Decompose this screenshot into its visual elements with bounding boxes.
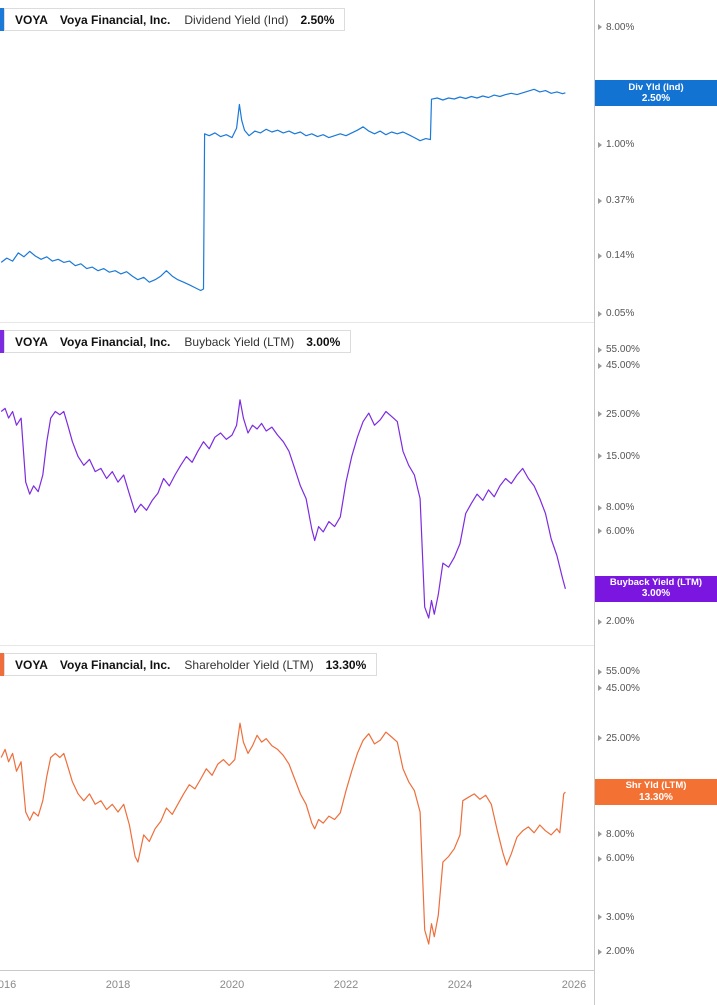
metric-name: Dividend Yield (Ind) bbox=[184, 12, 289, 27]
axis-tick-label: 55.00% bbox=[598, 344, 640, 355]
header-buyback-yield[interactable]: VOYA Voya Financial, Inc. Buyback Yield … bbox=[0, 330, 352, 353]
last-value-badge-buyback-yield: Buyback Yield (LTM) 3.00% bbox=[595, 575, 717, 602]
last-value-badge-shareholder-yield: Shr Yld (LTM) 13.30% bbox=[595, 778, 717, 805]
axis-tick-label: 0.37% bbox=[598, 195, 634, 206]
price-axis[interactable]: Div Yld (Ind) 2.50% Buyback Yield (LTM) … bbox=[594, 0, 717, 1005]
buyback-yield-line-chart[interactable] bbox=[0, 322, 594, 645]
tick-arrow-icon bbox=[598, 453, 602, 460]
metric-name: Buyback Yield (LTM) bbox=[184, 334, 295, 349]
time-axis-label: 2024 bbox=[447, 979, 473, 991]
series-accent-bar bbox=[0, 8, 4, 31]
axis-tick-label: 0.14% bbox=[598, 250, 634, 261]
time-axis-label: 2026 bbox=[561, 979, 587, 991]
dividend-yield-ind-series-line bbox=[0, 88, 566, 292]
tick-arrow-icon bbox=[598, 197, 602, 204]
shareholder-yield-line-chart[interactable] bbox=[0, 645, 594, 970]
metric-name: Shareholder Yield (LTM) bbox=[184, 657, 314, 672]
axis-tick-label: 15.00% bbox=[598, 451, 640, 462]
axis-tick-label: 2.00% bbox=[598, 946, 634, 957]
axis-tick-label: 1.00% bbox=[598, 139, 634, 150]
tick-arrow-icon bbox=[598, 668, 602, 675]
axis-tick-label: 8.00% bbox=[598, 829, 634, 840]
badge-label: Buyback Yield (LTM) bbox=[609, 577, 703, 589]
tick-arrow-icon bbox=[598, 24, 602, 31]
badge-value: 3.00% bbox=[641, 588, 671, 600]
ticker-label: VOYA bbox=[15, 334, 48, 349]
tick-arrow-icon bbox=[598, 831, 602, 838]
shareholder-yield-ltm-series-line bbox=[0, 722, 566, 945]
ticker-label: VOYA bbox=[15, 12, 48, 27]
axis-tick-label: 6.00% bbox=[598, 853, 634, 864]
tick-arrow-icon bbox=[598, 685, 602, 692]
axis-tick-label: 2.00% bbox=[598, 616, 634, 627]
tick-arrow-icon bbox=[598, 310, 602, 317]
dividend-yield-line-chart[interactable] bbox=[0, 0, 594, 322]
panel-divider bbox=[0, 322, 594, 323]
axis-tick-label: 25.00% bbox=[598, 409, 640, 420]
axis-tick-label: 0.05% bbox=[598, 308, 634, 319]
tick-arrow-icon bbox=[598, 618, 602, 625]
ticker-label: VOYA bbox=[15, 657, 48, 672]
tick-arrow-icon bbox=[598, 735, 602, 742]
header-shareholder-yield[interactable]: VOYA Voya Financial, Inc. Shareholder Yi… bbox=[0, 653, 378, 676]
company-name: Voya Financial, Inc. bbox=[59, 334, 171, 349]
buyback-yield-ltm-series-line bbox=[0, 399, 566, 619]
time-axis-label: 2016 bbox=[0, 979, 17, 991]
metric-value: 2.50% bbox=[300, 12, 335, 27]
tick-arrow-icon bbox=[598, 948, 602, 955]
tick-arrow-icon bbox=[598, 346, 602, 353]
metric-value: 3.00% bbox=[306, 334, 341, 349]
series-accent-bar bbox=[0, 653, 4, 676]
badge-label: Shr Yld (LTM) bbox=[625, 780, 687, 792]
axis-tick-label: 3.00% bbox=[598, 912, 634, 923]
axis-tick-label: 45.00% bbox=[598, 360, 640, 371]
series-accent-bar bbox=[0, 330, 4, 353]
time-axis-label: 2022 bbox=[333, 979, 359, 991]
badge-value: 2.50% bbox=[641, 92, 671, 104]
axis-tick-label: 8.00% bbox=[598, 502, 634, 513]
company-name: Voya Financial, Inc. bbox=[59, 12, 171, 27]
tick-arrow-icon bbox=[598, 362, 602, 369]
axis-tick-label: 55.00% bbox=[598, 666, 640, 677]
header-dividend-yield[interactable]: VOYA Voya Financial, Inc. Dividend Yield… bbox=[0, 8, 346, 31]
axis-tick-label: 6.00% bbox=[598, 526, 634, 537]
axis-tick-label: 8.00% bbox=[598, 22, 634, 33]
last-value-badge-dividend-yield: Div Yld (Ind) 2.50% bbox=[595, 80, 717, 107]
axis-tick-label: 45.00% bbox=[598, 683, 640, 694]
metric-value: 13.30% bbox=[325, 657, 367, 672]
tick-arrow-icon bbox=[598, 141, 602, 148]
axis-tick-label: 25.00% bbox=[598, 733, 640, 744]
tick-arrow-icon bbox=[598, 914, 602, 921]
badge-label: Div Yld (Ind) bbox=[628, 81, 684, 93]
time-axis[interactable]: 2016 2018 2020 2022 2024 2026 bbox=[0, 970, 594, 1005]
badge-value: 13.30% bbox=[639, 791, 673, 803]
tick-arrow-icon bbox=[598, 855, 602, 862]
time-axis-label: 2020 bbox=[219, 979, 245, 991]
tick-arrow-icon bbox=[598, 252, 602, 259]
tick-arrow-icon bbox=[598, 411, 602, 418]
time-axis-label: 2018 bbox=[105, 979, 131, 991]
tick-arrow-icon bbox=[598, 504, 602, 511]
tick-arrow-icon bbox=[598, 528, 602, 535]
panel-divider bbox=[0, 645, 594, 646]
company-name: Voya Financial, Inc. bbox=[59, 657, 171, 672]
